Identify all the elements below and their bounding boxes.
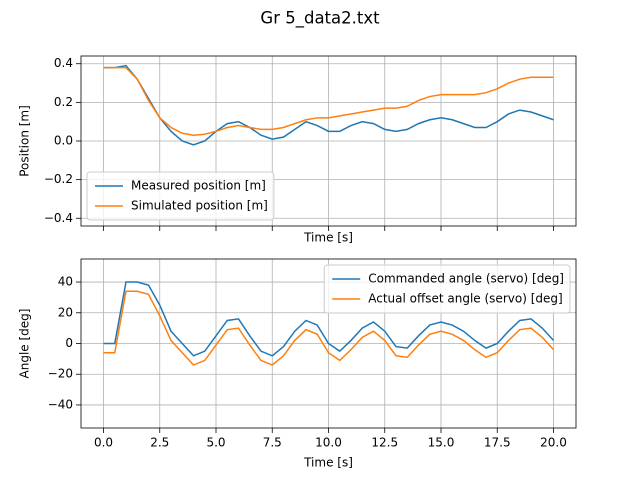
legend-box bbox=[86, 171, 275, 221]
figure-title: Gr 5_data2.txt bbox=[260, 9, 380, 29]
y-tick-label: −0.2 bbox=[44, 172, 73, 186]
y-tick-label: −20 bbox=[48, 367, 73, 381]
legend: Commanded angle (servo) [deg] Actual offs… bbox=[323, 264, 571, 314]
x-axis-label: Time [s] bbox=[303, 231, 353, 245]
legend-label: Actual offset angle (servo) [deg] bbox=[368, 292, 562, 306]
series-line bbox=[103, 290, 555, 366]
y-tick-label: 0.2 bbox=[54, 95, 73, 109]
x-axis-label: Time [s] bbox=[303, 456, 353, 470]
axes: 0.0 2.5 5.0 7.5 10.0 12.5 15.0 17.5 20.0 40 20 0 −20… bbox=[18, 258, 577, 470]
axes: 0.4 0.2 0.0 −0.2 −0.4 Time [s] Position [m] Mea… bbox=[18, 55, 577, 245]
x-tick-label: 17.5 bbox=[484, 436, 511, 450]
x-tick-label: 2.5 bbox=[150, 436, 169, 450]
series-line bbox=[103, 281, 555, 357]
y-axis-label: Position [m] bbox=[18, 105, 32, 177]
y-tick-label: 20 bbox=[58, 305, 73, 319]
x-tick-label: 12.5 bbox=[371, 436, 398, 450]
legend-label: Commanded angle (servo) [deg] bbox=[368, 272, 564, 286]
y-tick-label: 40 bbox=[58, 275, 73, 289]
series-line bbox=[103, 66, 554, 136]
x-tick-label: 15.0 bbox=[428, 436, 455, 450]
x-tick-label: 10.0 bbox=[315, 436, 342, 450]
y-axis-label: Angle [deg] bbox=[18, 309, 32, 379]
legend-label: Simulated position [m] bbox=[131, 199, 268, 213]
legend-box bbox=[323, 264, 571, 314]
x-tick-label: 5.0 bbox=[206, 436, 225, 450]
series-line bbox=[103, 64, 554, 146]
x-tick-label: 0.0 bbox=[94, 436, 113, 450]
y-tick-label: 0.4 bbox=[54, 56, 73, 70]
axes-frame bbox=[80, 55, 577, 227]
legend: Measured position [m] Simulated position … bbox=[86, 171, 275, 221]
x-tick-label: 7.5 bbox=[263, 436, 282, 450]
y-tick-label: −0.4 bbox=[44, 211, 73, 225]
y-tick-label: 0.0 bbox=[54, 134, 73, 148]
x-tick-label: 20.0 bbox=[540, 436, 567, 450]
y-tick-label: 0 bbox=[65, 336, 73, 350]
y-tick-label: −40 bbox=[48, 397, 73, 411]
axes-frame bbox=[80, 258, 577, 429]
legend-label: Measured position [m] bbox=[131, 179, 266, 193]
